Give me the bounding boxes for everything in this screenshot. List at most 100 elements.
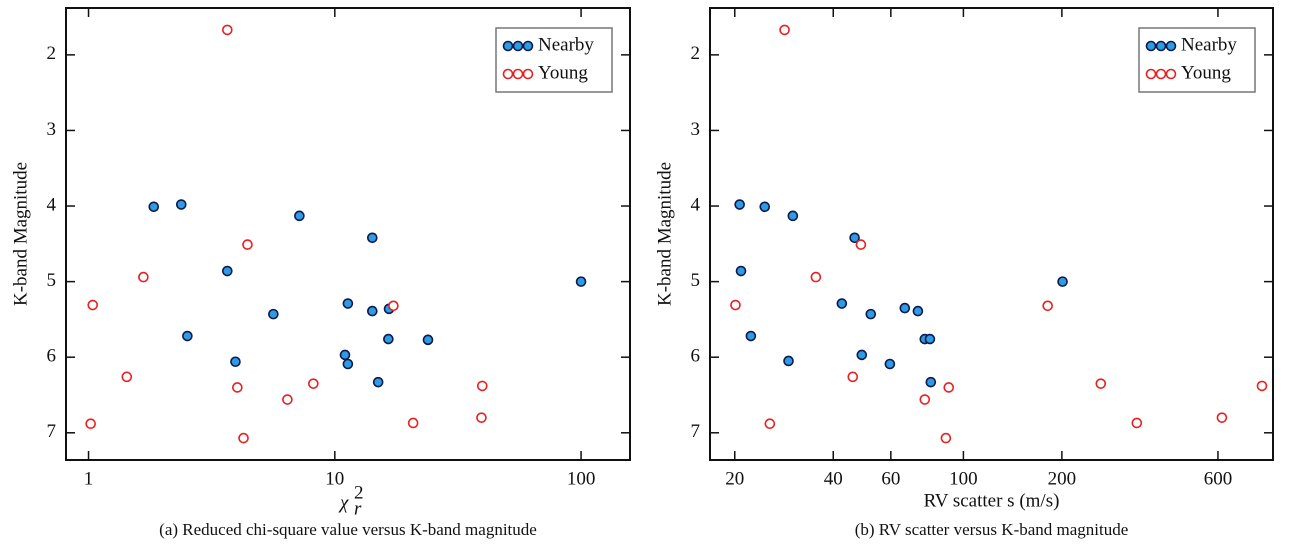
legend-marker (512, 68, 524, 80)
data-point (855, 239, 867, 250)
data-point (138, 271, 149, 283)
y-tick-label: 4 (691, 194, 701, 215)
legend-marker (1165, 68, 1177, 80)
data-point (735, 265, 747, 277)
data-point (779, 24, 790, 36)
y-tick-label: 2 (47, 43, 57, 64)
plot-frame (65, 7, 631, 461)
x-axis-label: χ (338, 492, 349, 513)
data-point (342, 358, 354, 370)
x-axis-label-sup: 2 (354, 482, 364, 503)
y-tick-label: 6 (47, 346, 57, 367)
data-point (222, 265, 233, 277)
legend-marker (1145, 40, 1157, 52)
data-point (367, 232, 378, 244)
y-tick-label: 5 (47, 270, 57, 291)
data-point (222, 24, 233, 36)
data-point (230, 356, 241, 368)
data-point (884, 358, 896, 370)
x-tick-label: 20 (725, 468, 744, 489)
legend-marker (512, 40, 524, 52)
data-point (745, 330, 757, 342)
legend-marker (1165, 40, 1177, 52)
data-point (919, 394, 931, 405)
data-point (232, 382, 243, 393)
data-point (282, 394, 293, 405)
data-point (924, 333, 936, 345)
data-point (342, 298, 354, 309)
y-tick-label: 2 (691, 43, 701, 64)
data-point (294, 210, 305, 222)
legend-marker (1155, 40, 1167, 52)
data-point (383, 333, 394, 345)
data-point (476, 412, 487, 423)
data-point (121, 371, 133, 383)
data-point (367, 305, 378, 317)
y-tick-label: 3 (691, 119, 701, 140)
data-point (407, 417, 419, 429)
data-point (943, 382, 955, 393)
legend-label: Nearby (1181, 34, 1237, 55)
x-tick-label: 600 (1204, 468, 1233, 489)
data-point (422, 334, 434, 346)
legend-label: Young (538, 62, 588, 83)
y-tick-label: 3 (47, 119, 57, 140)
x-axis-label: RV scatter s (m/s) (924, 490, 1060, 511)
data-point (87, 299, 99, 311)
y-tick-label: 7 (691, 421, 701, 442)
legend-box (1138, 27, 1256, 93)
data-point (940, 432, 952, 444)
data-point (734, 199, 745, 210)
x-tick-label: 40 (824, 468, 843, 489)
data-point (339, 349, 351, 361)
legend-marker (522, 68, 534, 80)
data-point (148, 201, 160, 213)
data-point (836, 298, 848, 309)
legend-marker (1145, 68, 1157, 80)
x-tick-label: 10 (325, 468, 344, 489)
data-point (1095, 378, 1107, 389)
data-point (85, 418, 96, 430)
data-point (388, 300, 399, 312)
data-point (575, 276, 587, 287)
data-point (1131, 417, 1143, 429)
x-axis-label-sub: r (354, 498, 362, 519)
data-point (783, 355, 794, 367)
data-point (1256, 380, 1268, 392)
data-point (899, 302, 911, 314)
x-tick-label: 1 (84, 468, 94, 489)
data-point (242, 239, 253, 250)
data-point (308, 378, 319, 389)
data-point (175, 199, 187, 210)
x-tick-label: 100 (949, 468, 978, 489)
data-point (865, 308, 877, 320)
data-point (810, 271, 822, 283)
legend-marker (522, 40, 534, 52)
data-point (476, 380, 488, 392)
x-tick-label: 60 (881, 468, 900, 489)
data-point (925, 376, 937, 388)
data-point (759, 201, 771, 213)
data-point (182, 330, 193, 342)
legend-marker (502, 40, 514, 52)
legend-marker (1155, 68, 1167, 80)
legend-marker (502, 68, 514, 80)
data-point (1216, 412, 1228, 423)
data-point (912, 305, 924, 317)
y-tick-label: 5 (691, 270, 701, 291)
y-axis-label: K-band Magnitude (10, 162, 31, 306)
caption: (a) Reduced chi-square value versus K-ba… (159, 520, 537, 539)
data-point (764, 418, 776, 430)
legend-label: Nearby (538, 34, 594, 55)
data-point (856, 349, 868, 361)
legend-label: Young (1181, 62, 1231, 83)
x-tick-label: 200 (1048, 468, 1077, 489)
legend-box (495, 27, 613, 93)
data-point (372, 376, 384, 388)
data-point (730, 299, 741, 311)
data-point (268, 308, 279, 320)
plot-frame (709, 7, 1274, 461)
data-point (787, 210, 799, 222)
